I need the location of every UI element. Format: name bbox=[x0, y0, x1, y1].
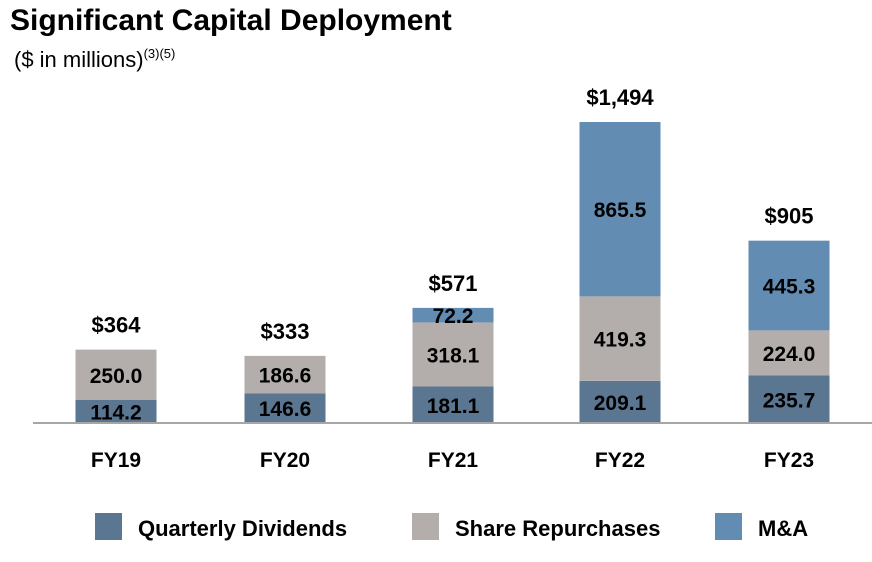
chart-subtitle: ($ in millions)(3)(5) bbox=[14, 46, 175, 73]
bar-fy23-dividends bbox=[748, 375, 830, 423]
total-label-fy19: $364 bbox=[92, 313, 142, 338]
bar-fy20-dividends bbox=[244, 393, 326, 423]
legend-swatch-repurchases bbox=[412, 513, 439, 540]
data-label-fy22-ma: 865.5 bbox=[594, 199, 647, 222]
data-label-fy20-repurchases: 186.6 bbox=[259, 365, 312, 388]
legend-label-repurchases: Share Repurchases bbox=[455, 516, 660, 541]
data-label-fy23-repurchases: 224.0 bbox=[763, 343, 816, 366]
data-label-fy21-repurchases: 318.1 bbox=[427, 344, 480, 367]
category-label-fy19: FY19 bbox=[91, 449, 141, 472]
category-label-fy23: FY23 bbox=[764, 449, 814, 472]
bar-fy20-repurchases bbox=[244, 355, 326, 394]
bar-fy21-repurchases bbox=[412, 322, 494, 387]
units-label: ($ in millions) bbox=[14, 47, 144, 72]
bar-fy22-ma bbox=[579, 122, 661, 297]
data-label-fy22-dividends: 209.1 bbox=[594, 392, 647, 415]
chart-title: Significant Capital Deployment bbox=[10, 4, 452, 37]
category-label-fy22: FY22 bbox=[595, 449, 645, 472]
bar-fy19-repurchases bbox=[75, 349, 157, 400]
bar-fy22-dividends bbox=[579, 380, 661, 423]
bar-fy23-repurchases bbox=[748, 330, 830, 376]
total-label-fy22: $1,494 bbox=[586, 85, 654, 110]
data-label-fy19-repurchases: 250.0 bbox=[90, 365, 143, 388]
data-label-fy21-dividends: 181.1 bbox=[427, 395, 480, 418]
legend-label-dividends: Quarterly Dividends bbox=[138, 516, 347, 541]
data-label-fy19-dividends: 114.2 bbox=[90, 401, 141, 424]
data-label-fy22-repurchases: 419.3 bbox=[594, 329, 647, 352]
data-label-fy20-dividends: 146.6 bbox=[259, 398, 312, 421]
category-label-fy20: FY20 bbox=[260, 449, 310, 472]
category-label-fy21: FY21 bbox=[428, 449, 479, 472]
legend-swatch-ma bbox=[715, 513, 742, 540]
bar-fy21-dividends bbox=[412, 386, 494, 423]
bar-fy19-dividends bbox=[75, 399, 157, 423]
bar-fy23-ma bbox=[748, 240, 830, 331]
bar-fy21-ma bbox=[412, 307, 494, 323]
total-label-fy21: $571 bbox=[429, 271, 478, 296]
total-label-fy20: $333 bbox=[261, 319, 310, 344]
bar-fy22-repurchases bbox=[579, 296, 661, 381]
data-label-fy23-dividends: 235.7 bbox=[763, 389, 816, 412]
legend-swatch-dividends bbox=[95, 513, 122, 540]
data-label-fy21-ma: 72.2 bbox=[433, 305, 474, 328]
legend-label-ma: M&A bbox=[758, 516, 808, 541]
total-label-fy23: $905 bbox=[765, 204, 814, 229]
data-label-fy23-ma: 445.3 bbox=[763, 276, 816, 299]
footnote-refs: (3)(5) bbox=[143, 46, 176, 61]
